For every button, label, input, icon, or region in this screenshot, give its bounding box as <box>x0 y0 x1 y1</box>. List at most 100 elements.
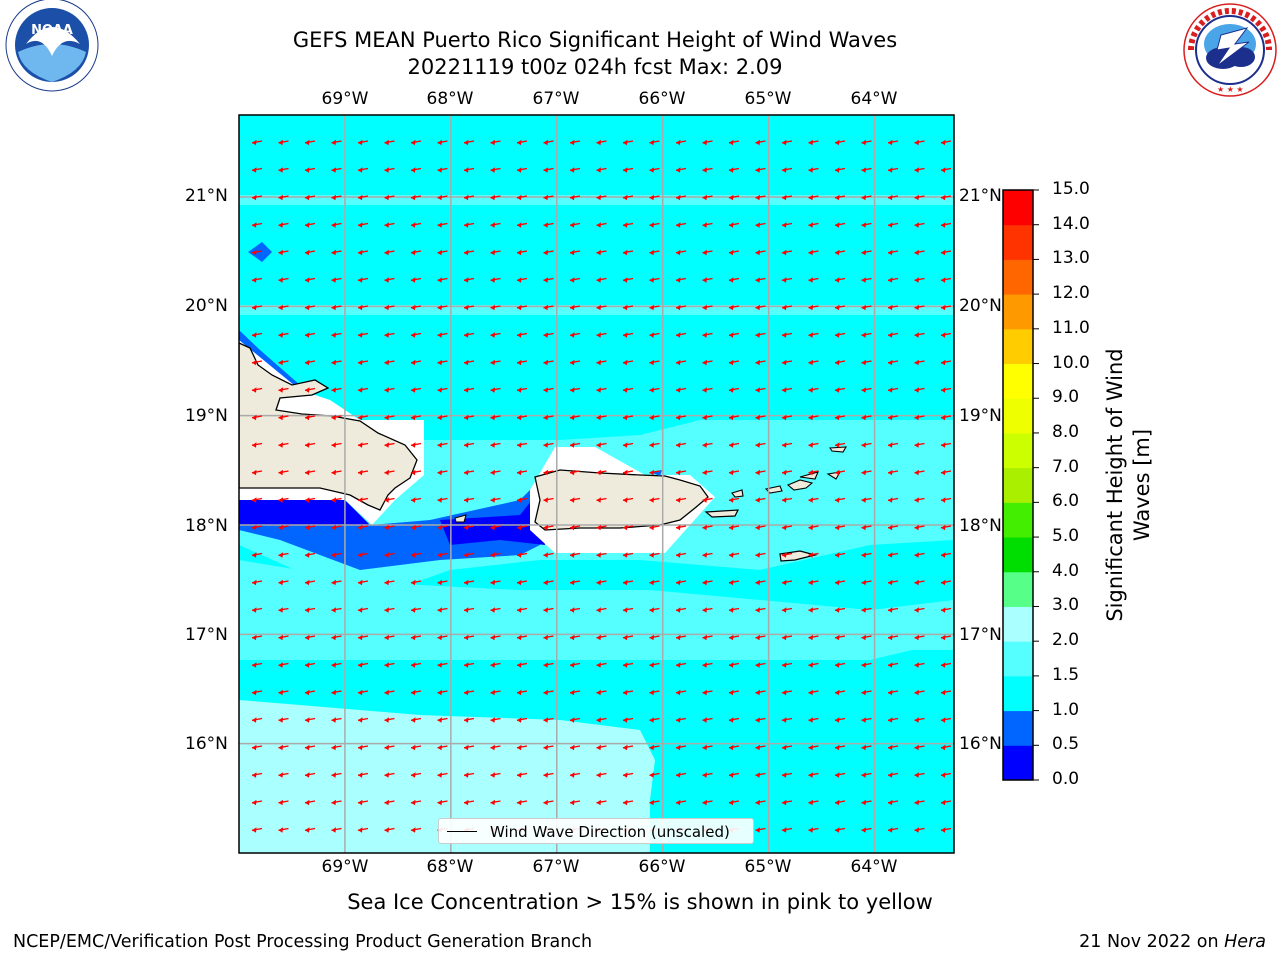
wave-direction-arrow <box>887 414 899 421</box>
wave-direction-arrow <box>834 387 846 393</box>
wave-direction-arrow <box>331 772 342 778</box>
wave-direction-arrow <box>649 717 660 723</box>
wave-direction-arrow <box>357 827 369 833</box>
wave-direction-arrow <box>569 717 581 723</box>
wave-direction-arrow <box>278 167 289 173</box>
wave-direction-arrow <box>755 717 766 723</box>
wave-direction-arrow <box>728 497 740 503</box>
lon-label-top: 65°W <box>744 89 792 109</box>
colorbar-title-line1: Significant Height of Wind <box>1103 348 1127 622</box>
wave-direction-arrow <box>781 304 793 311</box>
wave-direction-arrow <box>437 304 448 311</box>
wave-direction-arrow <box>781 469 793 476</box>
wave-direction-arrow <box>834 607 846 613</box>
wave-direction-arrow <box>887 167 899 173</box>
wave-direction-arrow <box>569 607 581 613</box>
wave-direction-arrow <box>569 552 581 558</box>
wave-direction-arrow <box>410 524 422 531</box>
wave-direction-arrow <box>357 139 369 146</box>
wave-direction-arrow <box>543 634 554 641</box>
wave-direction-arrow <box>251 277 263 283</box>
wave-direction-arrow <box>887 332 899 338</box>
wave-field-2-3m <box>239 700 655 853</box>
wave-direction-arrow <box>437 332 448 338</box>
wave-direction-arrow <box>596 579 607 586</box>
wave-direction-arrow <box>940 497 952 503</box>
wave-direction-arrow <box>410 304 422 311</box>
wave-direction-arrow <box>781 359 793 366</box>
wave-direction-arrow <box>781 139 793 146</box>
lat-label-right: 20°N <box>959 296 1002 316</box>
wave-direction-arrow <box>914 469 925 476</box>
wave-direction-arrow <box>543 167 554 173</box>
colorbar-segment <box>1003 467 1033 503</box>
wave-direction-arrow <box>384 167 395 173</box>
wave-direction-arrow <box>755 139 766 146</box>
wave-direction-arrow <box>331 194 342 201</box>
wave-direction-arrow <box>675 607 687 613</box>
wave-direction-arrow <box>251 359 263 366</box>
wave-direction-arrow <box>914 799 925 806</box>
lat-label-right: 16°N <box>959 734 1002 754</box>
wave-direction-arrow <box>410 414 422 421</box>
colorbar-tick-label: 9.0 <box>1052 387 1080 408</box>
wave-direction-arrow <box>278 772 289 778</box>
wave-direction-arrow <box>808 277 819 283</box>
wave-direction-arrow <box>569 332 581 338</box>
wave-direction-arrow <box>543 332 554 338</box>
wave-direction-arrow <box>251 579 263 586</box>
wave-direction-arrow <box>622 194 634 201</box>
svg-text:NOAA: NOAA <box>31 23 73 38</box>
wave-direction-arrow <box>702 744 713 751</box>
wave-direction-arrow <box>384 579 395 586</box>
wave-direction-arrow <box>463 222 475 228</box>
colorbar-segment <box>1003 432 1033 469</box>
wave-direction-arrow <box>596 442 607 448</box>
wave-direction-arrow <box>437 359 448 366</box>
wave-direction-arrow <box>490 414 501 421</box>
wave-direction-arrow <box>251 442 263 448</box>
wave-direction-arrow <box>649 744 660 751</box>
wave-direction-arrow <box>649 469 660 476</box>
wave-direction-arrow <box>781 497 793 503</box>
wave-direction-arrow <box>834 579 846 586</box>
wave-direction-arrow <box>781 689 793 696</box>
wave-direction-arrow <box>304 469 316 476</box>
map-frame <box>238 114 955 854</box>
wave-direction-arrow <box>463 194 475 201</box>
colorbar-tick-label: 6.0 <box>1052 491 1080 512</box>
wave-direction-arrow <box>702 332 713 338</box>
wave-direction-arrow <box>940 552 952 558</box>
wave-direction-arrow <box>357 359 369 366</box>
colorbar-segment <box>1003 328 1033 365</box>
wave-direction-arrow <box>331 634 342 641</box>
wave-direction-arrow <box>861 332 872 338</box>
wave-direction-arrow <box>543 194 554 201</box>
lon-label-bottom: 64°W <box>850 857 898 877</box>
wave-direction-arrow <box>516 222 528 228</box>
wave-direction-arrow <box>781 579 793 586</box>
wave-direction-arrow <box>808 607 819 613</box>
wave-direction-arrow <box>728 249 740 256</box>
wave-direction-arrow <box>940 194 952 201</box>
wave-direction-arrow <box>357 607 369 613</box>
wave-direction-arrow <box>331 799 342 806</box>
colorbar-tick-label: 12.0 <box>1052 283 1090 304</box>
wave-direction-arrow <box>622 717 634 723</box>
wave-field-1-1.5m-band <box>239 205 954 305</box>
wave-direction-arrow <box>755 442 766 448</box>
wave-direction-arrow <box>834 277 846 283</box>
wave-direction-arrow <box>410 469 422 476</box>
wave-direction-arrow <box>728 139 740 146</box>
wave-direction-arrow <box>781 827 793 833</box>
wave-direction-arrow <box>463 139 475 146</box>
wave-direction-arrow <box>251 304 263 311</box>
wave-direction-arrow <box>808 387 819 393</box>
wave-direction-arrow <box>384 304 395 311</box>
colorbar-tick-label: 7.0 <box>1052 456 1080 477</box>
wave-direction-arrow <box>887 717 899 723</box>
colorbar-tick-label: 8.0 <box>1052 421 1080 442</box>
wave-direction-arrow <box>834 442 846 448</box>
wave-direction-arrow <box>304 304 316 311</box>
wave-direction-arrow <box>251 414 263 421</box>
